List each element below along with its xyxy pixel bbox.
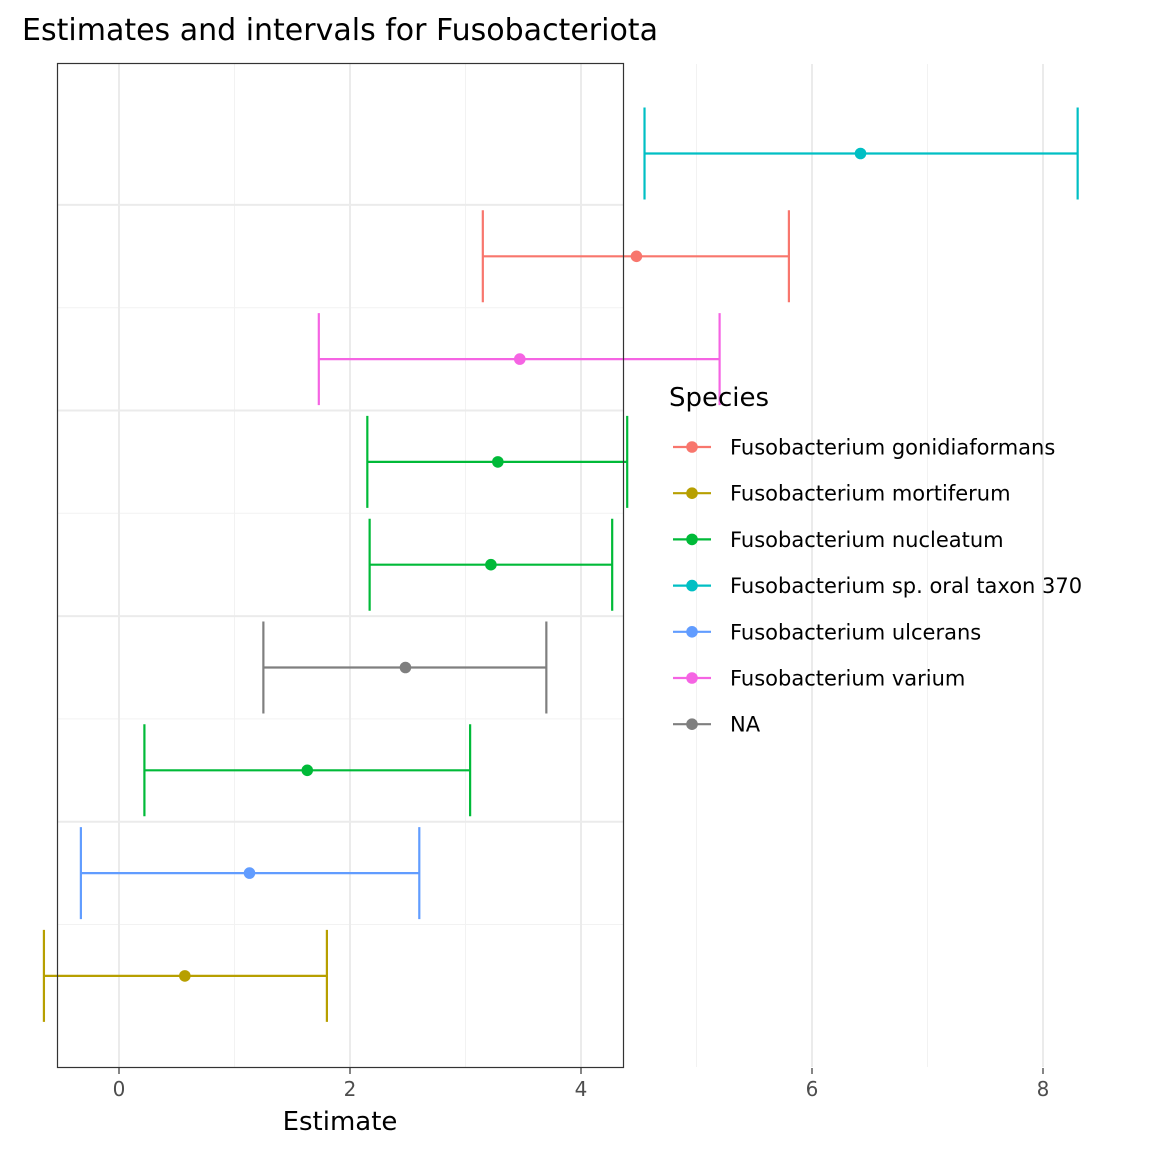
- legend-item: NA: [673, 713, 761, 737]
- estimate-point: [179, 970, 191, 982]
- errorbar-group: [317, 313, 721, 406]
- x-axis-title: Estimate: [283, 1107, 398, 1137]
- estimate-point: [485, 558, 497, 571]
- errorbar-group: [262, 621, 548, 714]
- estimate-point: [399, 661, 412, 674]
- legend-item: Fusobacterium sp. oral taxon 370: [673, 574, 1082, 598]
- legend-label: Fusobacterium nucleatum: [730, 528, 1004, 552]
- legend-item: Fusobacterium ulcerans: [673, 620, 981, 644]
- minor-gridlines: [58, 64, 928, 1067]
- estimate-point: [492, 456, 504, 468]
- estimate-point: [854, 147, 867, 160]
- errorbar-group: [143, 724, 472, 817]
- estimate-point: [301, 764, 314, 777]
- errorbar-group: [643, 107, 1079, 200]
- legend-label: NA: [730, 713, 761, 737]
- major-gridlines: [58, 64, 1044, 1067]
- estimate-point: [243, 867, 256, 879]
- x-tick-label: 6: [806, 1077, 819, 1101]
- errorbar-group: [481, 210, 791, 303]
- chart-title: Estimates and intervals for Fusobacterio…: [22, 13, 658, 48]
- legend: Species Fusobacterium gonidiaformans Fuso…: [669, 383, 1082, 737]
- legend-label: Fusobacterium gonidiaformans: [730, 436, 1055, 460]
- plot-panel-border: [56, 62, 625, 1069]
- x-tick-label: 0: [113, 1077, 126, 1101]
- legend-key-point: [686, 672, 698, 684]
- errorbar-group: [42, 929, 328, 1022]
- x-tick-label: 4: [575, 1077, 588, 1101]
- x-axis: 0 2 4 6 8: [113, 1068, 1050, 1101]
- legend-item: Fusobacterium varium: [673, 667, 965, 691]
- legend-key-point: [686, 718, 698, 730]
- estimate-point: [513, 353, 526, 365]
- legend-key-point: [686, 487, 698, 500]
- x-tick-label: 2: [344, 1077, 357, 1101]
- legend-key-point: [686, 626, 698, 638]
- legend-item: Fusobacterium mortiferum: [673, 482, 1011, 506]
- legend-key-point: [686, 579, 698, 592]
- legend-label: Fusobacterium varium: [730, 667, 965, 691]
- errorbar-group: [368, 518, 614, 611]
- legend-item: Fusobacterium nucleatum: [673, 528, 1004, 552]
- errorbar-group: [366, 415, 629, 508]
- legend-label: Fusobacterium mortiferum: [730, 482, 1011, 506]
- errorbar-group: [79, 827, 421, 920]
- legend-label: Fusobacterium sp. oral taxon 370: [730, 574, 1082, 598]
- legend-title: Species: [669, 383, 769, 413]
- data-marks: [42, 107, 1079, 1022]
- legend-label: Fusobacterium ulcerans: [730, 620, 981, 644]
- legend-key-point: [686, 533, 698, 546]
- estimate-point: [630, 250, 643, 263]
- x-tick-label: 8: [1037, 1077, 1050, 1101]
- legend-item: Fusobacterium gonidiaformans: [673, 436, 1055, 460]
- legend-key-point: [686, 441, 698, 453]
